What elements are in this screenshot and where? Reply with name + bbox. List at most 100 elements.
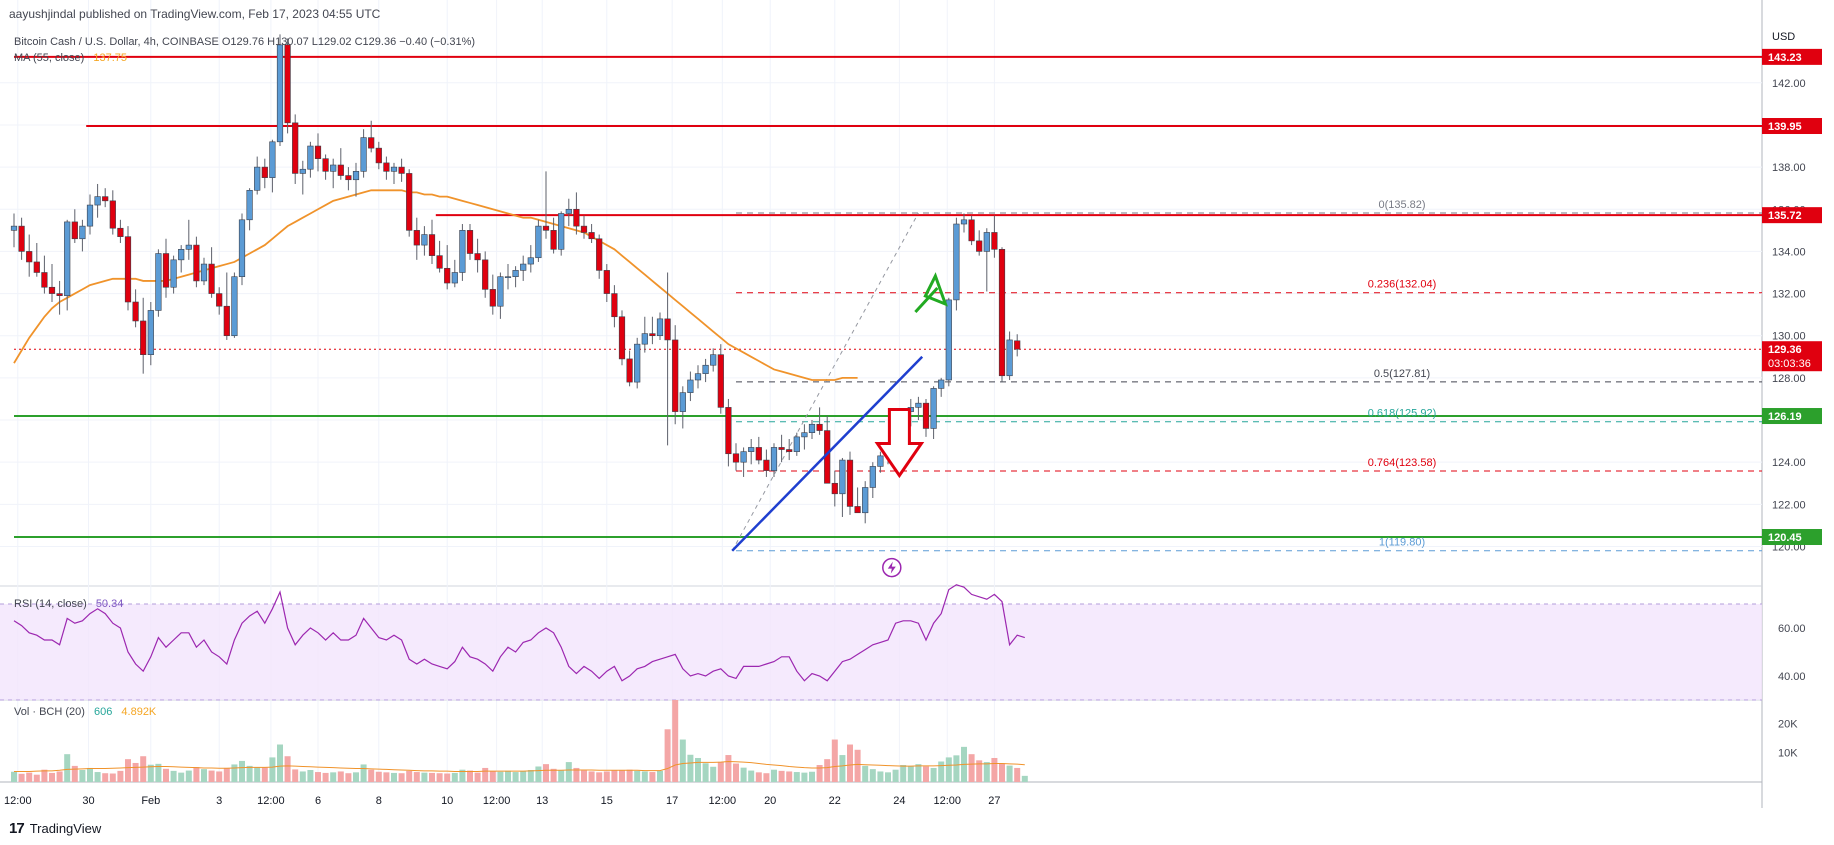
candle-body [375,147,382,164]
volume-bar [147,764,154,782]
volume-bar [246,765,253,782]
volume-bar [315,772,321,782]
candle-body [140,320,147,355]
candle-body [816,423,823,431]
price-badge-text: 139.95 [1768,121,1802,133]
volume-bar [421,772,428,782]
volume-bar [535,766,542,782]
volume-bar [915,764,922,782]
candle-body [147,310,154,355]
volume-bar [626,769,633,782]
candle-body [102,196,109,202]
candle-body [132,301,139,322]
volume-bar [337,771,344,782]
volume-bar [216,771,223,782]
candle-body [626,358,633,383]
volume-bar [170,770,177,782]
candle-body [254,166,261,191]
price-badge-126.19 [1762,408,1822,425]
price-badge-text: 135.72 [1768,210,1802,222]
candle-body [656,318,664,337]
time-tick-label: 20 [764,795,776,807]
volume-bar [284,756,291,782]
time-tick-label: 3 [216,795,222,807]
time-tick-label: 10 [441,795,453,807]
volume-bar [945,757,952,782]
symbol-name[interactable]: Bitcoin Cash / U.S. Dollar, 4h, COINBASE [14,36,219,48]
volume-bar [155,763,162,782]
volume-bar [588,771,595,782]
price-badge-135.72 [1762,207,1822,224]
volume-bar [923,766,929,782]
volume-bar [581,770,587,782]
volume-bar [49,772,55,782]
time-tick-label: 15 [601,795,613,807]
candle-body [41,272,48,288]
candle-body [383,162,390,172]
volume-bar [322,772,329,782]
volume-bar [11,771,17,782]
volume-bar [641,771,648,782]
candle-body [1006,339,1013,377]
trendline[interactable] [731,355,924,552]
time-tick-label: 8 [376,795,382,807]
time-tick-label: 27 [988,795,1000,807]
candle-body [740,451,747,463]
candle-body [436,255,443,269]
brand-name[interactable]: TradingView [29,821,102,836]
candle-body [831,482,838,495]
volume-bar [94,772,101,782]
candle-body [314,145,322,159]
candle-body [565,208,572,214]
volume-tick-label: 10K [1778,748,1798,760]
ma-legend[interactable]: MA (55, close) 137.75 [14,52,127,64]
candle-body [702,364,709,374]
candle-body [938,379,945,389]
volume-bar [269,757,276,782]
candle-body [504,276,512,279]
volume-bar [261,767,268,782]
candle-body [1014,340,1021,350]
up-arrow-icon[interactable] [923,272,948,307]
volume-bar [102,773,109,782]
candle-body [170,259,177,288]
volume-ma-line [14,760,1025,772]
volume-bar [695,757,701,782]
volume-bar [710,766,717,782]
volume-bar [649,772,656,782]
candle-body [231,276,238,337]
volume-bar [132,762,139,782]
volume-legend[interactable]: Vol · BCH (20) 606 4.892K [14,706,156,718]
volume-bar [391,772,397,782]
volume-bar [664,729,671,782]
lightning-bolt [887,561,896,574]
down-arrow-icon[interactable] [874,407,925,479]
volume-bar [634,770,641,782]
candle-body [307,145,314,170]
volume-bar [657,770,663,782]
volume-bar [201,769,207,782]
candle-body [558,213,565,250]
candle-body [611,293,618,318]
candle-body [877,455,884,467]
candle-body [839,459,846,495]
candle-body [489,289,496,307]
tradingview-logo-icon[interactable]: 17 [9,820,25,837]
rsi-legend[interactable]: RSI (14, close) 50.34 [14,598,123,610]
volume-bar [64,754,71,782]
price-tick-label: 134.00 [1772,246,1806,258]
candle-body [854,506,861,514]
volume-bar [573,767,580,782]
volume-bar [239,760,245,782]
candle-body [352,171,360,181]
candle-body [687,379,694,393]
volume-bar [991,757,998,782]
candle-body [998,249,1006,377]
candle-body [26,251,33,263]
candle-body [162,253,170,288]
candle-body [269,141,276,178]
volume-bar [558,770,565,782]
countdown-text: 03:03:36 [1768,358,1811,370]
